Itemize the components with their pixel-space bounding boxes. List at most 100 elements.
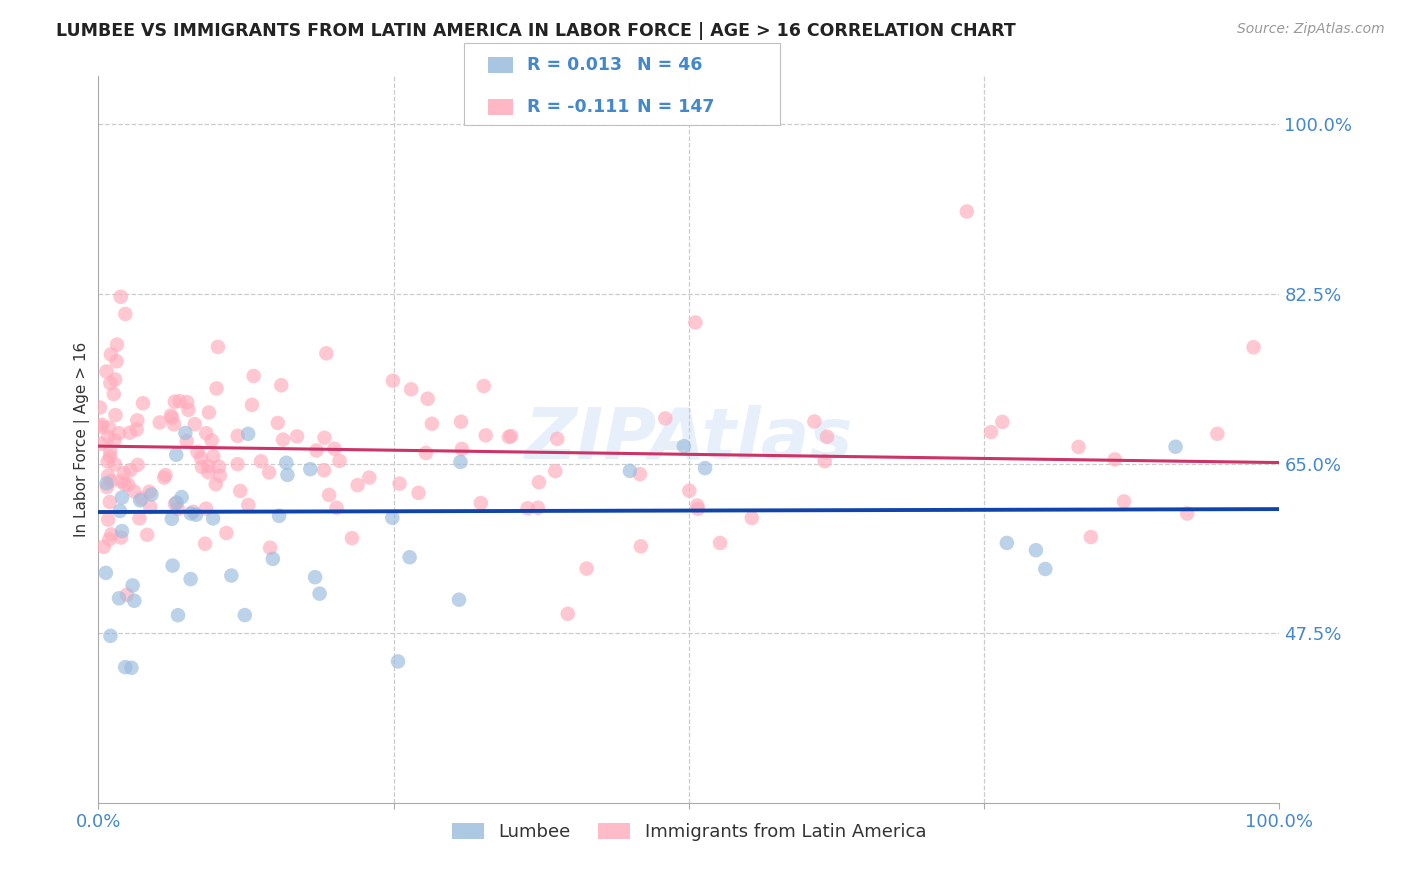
Point — [447, 592, 470, 607]
Point — [118, 425, 141, 440]
Point — [233, 608, 256, 623]
Point — [242, 369, 264, 384]
Point — [98, 450, 121, 464]
Point — [169, 394, 191, 409]
Point — [312, 463, 335, 477]
Point — [557, 607, 579, 621]
Point — [325, 500, 347, 515]
Legend: Lumbee, Immigrants from Latin America: Lumbee, Immigrants from Latin America — [444, 815, 934, 848]
Point — [387, 654, 409, 668]
Point — [110, 474, 132, 488]
Point — [163, 394, 186, 409]
Point — [318, 488, 340, 502]
Point — [128, 511, 150, 525]
Point — [262, 552, 284, 566]
Point — [619, 464, 641, 478]
Point — [450, 415, 472, 429]
Point — [991, 415, 1014, 429]
Point — [176, 434, 198, 449]
Point — [111, 491, 134, 505]
Point — [229, 483, 252, 498]
Point — [111, 524, 134, 538]
Point — [323, 442, 346, 456]
Point — [103, 387, 125, 401]
Point — [180, 572, 202, 586]
Point — [153, 470, 176, 484]
Point — [527, 475, 550, 490]
Point — [388, 476, 411, 491]
Point — [197, 465, 219, 479]
Point — [170, 490, 193, 504]
Point — [1025, 543, 1047, 558]
Point — [184, 508, 207, 522]
Point — [167, 608, 190, 623]
Point — [125, 423, 148, 437]
Point — [120, 661, 142, 675]
Point — [1067, 440, 1090, 454]
Point — [114, 307, 136, 321]
Point — [110, 290, 132, 304]
Point — [110, 531, 132, 545]
Point — [96, 364, 118, 378]
Point — [93, 540, 115, 554]
Point — [89, 401, 111, 415]
Point — [176, 395, 198, 409]
Point — [98, 495, 121, 509]
Point — [96, 480, 118, 494]
Point — [104, 372, 127, 386]
Point — [575, 561, 598, 575]
Point — [186, 444, 208, 458]
Point — [184, 417, 207, 432]
Point — [96, 476, 118, 491]
Point — [94, 566, 117, 580]
Point — [415, 446, 437, 460]
Point — [381, 374, 404, 388]
Point — [198, 405, 221, 419]
Point — [305, 443, 328, 458]
Point — [132, 396, 155, 410]
Point — [181, 505, 204, 519]
Point — [98, 420, 121, 434]
Point — [238, 498, 260, 512]
Point — [1080, 530, 1102, 544]
Point — [138, 484, 160, 499]
Point — [165, 448, 187, 462]
Point — [308, 587, 330, 601]
Point — [314, 431, 336, 445]
Point — [98, 444, 121, 458]
Point — [163, 417, 186, 432]
Point — [654, 411, 676, 425]
Point — [346, 478, 368, 492]
Point — [139, 500, 162, 514]
Point — [501, 429, 523, 443]
Point — [250, 454, 273, 468]
Point — [103, 434, 125, 448]
Point — [108, 591, 131, 606]
Point — [628, 467, 651, 482]
Point — [546, 432, 568, 446]
Point — [127, 413, 149, 427]
Point — [100, 629, 122, 643]
Point — [177, 402, 200, 417]
Point — [160, 512, 183, 526]
Point — [299, 462, 322, 476]
Point — [127, 458, 149, 472]
Point — [516, 501, 538, 516]
Point — [90, 420, 112, 434]
Point — [257, 466, 280, 480]
Point — [980, 425, 1002, 439]
Point — [709, 536, 731, 550]
Point — [91, 417, 114, 432]
Point — [105, 337, 128, 351]
Point — [100, 474, 122, 488]
Point — [1206, 426, 1229, 441]
Text: ZIPAtlas: ZIPAtlas — [524, 405, 853, 474]
Point — [381, 510, 404, 524]
Point — [90, 436, 112, 450]
Point — [1104, 452, 1126, 467]
Point — [408, 486, 430, 500]
Point — [315, 346, 337, 360]
Point — [97, 430, 120, 444]
Point — [131, 491, 153, 506]
Point — [340, 531, 363, 545]
